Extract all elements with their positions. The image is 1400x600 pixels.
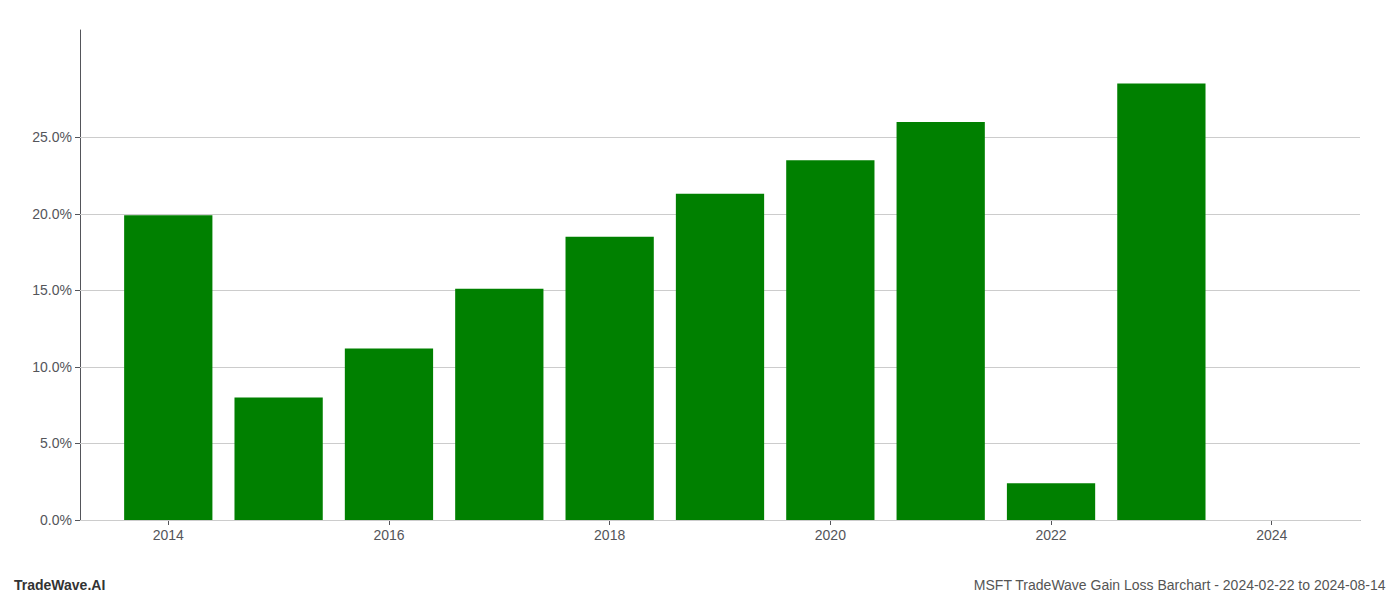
svg-text:2022: 2022 <box>1035 527 1066 543</box>
svg-text:0.0%: 0.0% <box>40 512 72 528</box>
svg-text:2020: 2020 <box>815 527 846 543</box>
svg-text:TradeWave.AI: TradeWave.AI <box>14 577 105 593</box>
svg-text:2016: 2016 <box>373 527 404 543</box>
svg-text:2018: 2018 <box>594 527 625 543</box>
svg-text:2024: 2024 <box>1256 527 1287 543</box>
svg-text:10.0%: 10.0% <box>32 359 72 375</box>
svg-text:25.0%: 25.0% <box>32 129 72 145</box>
svg-text:5.0%: 5.0% <box>40 435 72 451</box>
svg-text:20.0%: 20.0% <box>32 206 72 222</box>
svg-text:2014: 2014 <box>153 527 184 543</box>
svg-text:MSFT TradeWave Gain Loss Barch: MSFT TradeWave Gain Loss Barchart - 2024… <box>974 577 1386 593</box>
svg-text:15.0%: 15.0% <box>32 282 72 298</box>
